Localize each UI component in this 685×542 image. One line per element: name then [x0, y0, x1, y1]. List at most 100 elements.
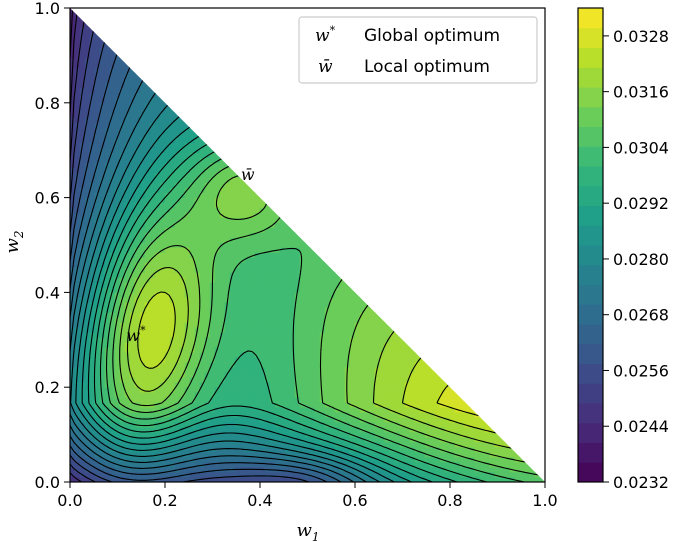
contour-cell — [289, 242, 296, 248]
contour-cell — [114, 212, 121, 218]
contour-cell — [424, 401, 431, 408]
contour-cell — [209, 252, 216, 258]
contour-cell — [204, 247, 211, 253]
contour-cell — [409, 461, 416, 468]
contour-cell — [169, 317, 176, 323]
contour-cell — [424, 381, 431, 388]
contour-cell — [209, 456, 216, 463]
contour-cell — [109, 416, 116, 423]
contour-cell — [189, 386, 196, 393]
contour-cell — [70, 17, 76, 24]
contour-cell — [479, 456, 486, 463]
contour-cell — [184, 162, 191, 168]
contour-cell — [229, 232, 236, 238]
contour-cell — [219, 471, 226, 478]
contour-cell — [94, 137, 101, 144]
contour-cell — [309, 426, 316, 433]
contour-cell — [204, 441, 211, 448]
contour-cell — [159, 157, 166, 163]
contour-cell — [264, 476, 271, 482]
contour-cell — [304, 262, 311, 268]
contour-cell — [109, 72, 116, 79]
contour-cell — [129, 202, 136, 208]
contour-cell — [234, 471, 241, 478]
contour-cell — [224, 242, 231, 248]
contour-cell — [229, 411, 236, 418]
contour-cell — [464, 441, 471, 448]
contour-cell — [294, 386, 301, 393]
contour-cell — [79, 416, 86, 423]
contour-cell — [219, 451, 226, 458]
contour-cell — [414, 441, 421, 448]
contour-cell — [344, 446, 351, 453]
contour-cell — [399, 366, 406, 373]
contour-cell — [239, 222, 246, 228]
contour-cell — [199, 142, 206, 149]
contour-cell — [224, 212, 231, 218]
contour-cell — [504, 461, 511, 468]
contour-cell — [329, 361, 336, 368]
contour-cell — [159, 297, 166, 303]
contour-cell — [204, 302, 211, 308]
contour-cell — [284, 396, 291, 403]
contour-cell — [354, 411, 361, 418]
contour-cell — [104, 167, 111, 173]
contour-cell — [459, 401, 466, 408]
contour-cell — [329, 396, 336, 403]
contour-cell — [74, 217, 81, 223]
contour-cell — [154, 157, 161, 163]
contour-cell — [89, 436, 96, 443]
contour-cell — [94, 431, 101, 438]
contour-cell — [414, 406, 421, 413]
contour-cell — [304, 366, 311, 373]
contour-cell — [284, 317, 291, 323]
contour-cell — [299, 341, 306, 348]
contour-cell — [159, 127, 166, 134]
contour-cell — [79, 302, 86, 308]
contour-cell — [299, 346, 306, 353]
contour-cell — [139, 212, 146, 218]
contour-cell — [274, 287, 281, 293]
contour-cell — [334, 297, 341, 303]
contour-cell — [119, 52, 126, 59]
contour-cell — [289, 471, 296, 478]
contour-cell — [239, 421, 246, 428]
contour-cell — [264, 322, 271, 328]
contour-cell — [104, 222, 111, 228]
contour-cell — [189, 431, 196, 438]
contour-cell — [169, 267, 176, 273]
contour-cell — [424, 406, 431, 413]
contour-cell — [164, 127, 171, 134]
contour-cell — [299, 351, 306, 358]
contour-cell — [259, 282, 266, 288]
contour-cell — [249, 262, 256, 268]
contour-cell — [184, 142, 191, 149]
contour-cell — [129, 242, 136, 248]
contour-cell — [99, 252, 106, 258]
contour-cell — [184, 177, 191, 183]
contour-cell — [89, 62, 96, 69]
contour-cell — [344, 401, 351, 408]
contour-cell — [294, 332, 301, 338]
contour-cell — [349, 356, 356, 363]
contour-cell — [109, 177, 116, 183]
contour-cell — [114, 366, 121, 373]
contour-cell — [414, 426, 421, 433]
contour-cell — [294, 302, 301, 308]
contour-cell — [124, 327, 131, 333]
contour-cell — [79, 117, 86, 124]
contour-cell — [164, 272, 171, 278]
contour-cell — [299, 426, 306, 433]
contour-cell — [364, 341, 371, 348]
contour-cell — [139, 107, 146, 114]
contour-cell — [149, 177, 156, 183]
contour-cell — [89, 227, 96, 233]
contour-cell — [264, 312, 271, 318]
contour-cell — [179, 287, 186, 293]
contour-cell — [229, 371, 236, 378]
contour-cell — [304, 391, 311, 398]
contour-cell — [74, 341, 81, 348]
contour-cell — [104, 112, 111, 119]
contour-cell — [499, 471, 506, 478]
contour-cell — [284, 476, 291, 482]
